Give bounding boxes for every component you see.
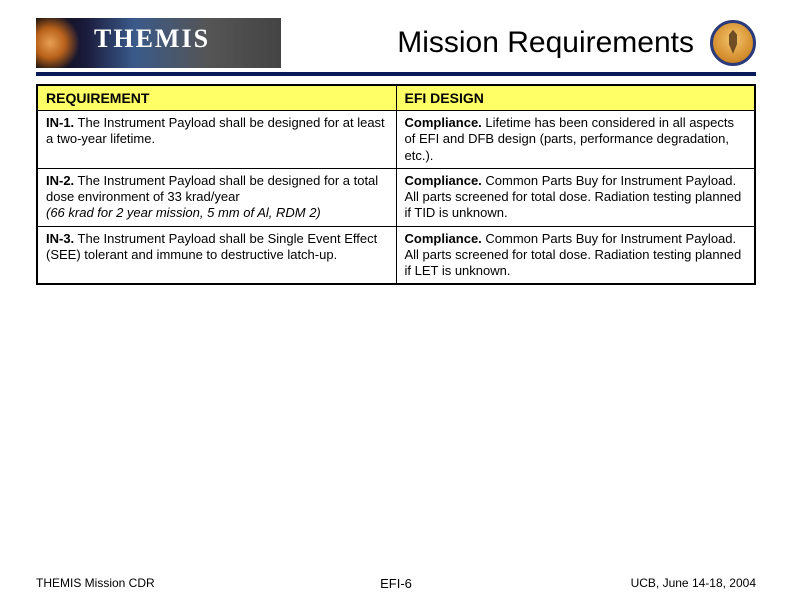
- footer-center: EFI-6: [380, 576, 412, 591]
- table-row: IN-3. The Instrument Payload shall be Si…: [37, 226, 755, 284]
- des-lead: Compliance.: [405, 115, 482, 130]
- brand-text: THEMIS: [94, 24, 210, 54]
- table-row: IN-2. The Instrument Payload shall be de…: [37, 168, 755, 226]
- requirement-cell: IN-2. The Instrument Payload shall be de…: [37, 168, 396, 226]
- design-cell: Compliance. Common Parts Buy for Instrum…: [396, 168, 755, 226]
- footer-prefix: EFI-: [380, 576, 405, 591]
- header: THEMIS Mission Requirements: [36, 18, 756, 68]
- header-rule: [36, 72, 756, 76]
- footer-left: THEMIS Mission CDR: [36, 576, 155, 590]
- col-header-requirement: REQUIREMENT: [37, 85, 396, 111]
- footer: THEMIS Mission CDR EFI-6 UCB, June 14-18…: [36, 576, 756, 590]
- themis-logo: THEMIS: [36, 18, 281, 68]
- req-id: IN-2.: [46, 173, 74, 188]
- design-cell: Compliance. Common Parts Buy for Instrum…: [396, 226, 755, 284]
- req-id: IN-3.: [46, 231, 74, 246]
- table-header-row: REQUIREMENT EFI DESIGN: [37, 85, 755, 111]
- footer-page: 6: [405, 576, 412, 591]
- footer-right: UCB, June 14-18, 2004: [631, 576, 756, 590]
- requirement-cell: IN-3. The Instrument Payload shall be Si…: [37, 226, 396, 284]
- slide: THEMIS Mission Requirements REQUIREMENT …: [0, 0, 792, 612]
- design-cell: Compliance. Lifetime has been considered…: [396, 111, 755, 169]
- requirements-table: REQUIREMENT EFI DESIGN IN-1. The Instrum…: [36, 84, 756, 285]
- req-text: The Instrument Payload shall be designed…: [46, 115, 385, 146]
- requirement-cell: IN-1. The Instrument Payload shall be de…: [37, 111, 396, 169]
- table-row: IN-1. The Instrument Payload shall be de…: [37, 111, 755, 169]
- des-lead: Compliance.: [405, 231, 482, 246]
- req-text: The Instrument Payload shall be designed…: [46, 173, 378, 204]
- req-text: The Instrument Payload shall be Single E…: [46, 231, 377, 262]
- col-header-design: EFI DESIGN: [396, 85, 755, 111]
- des-lead: Compliance.: [405, 173, 482, 188]
- mission-badge-icon: [710, 20, 756, 66]
- req-italic: (66 krad for 2 year mission, 5 mm of Al,…: [46, 205, 321, 220]
- page-title: Mission Requirements: [291, 26, 700, 60]
- req-id: IN-1.: [46, 115, 74, 130]
